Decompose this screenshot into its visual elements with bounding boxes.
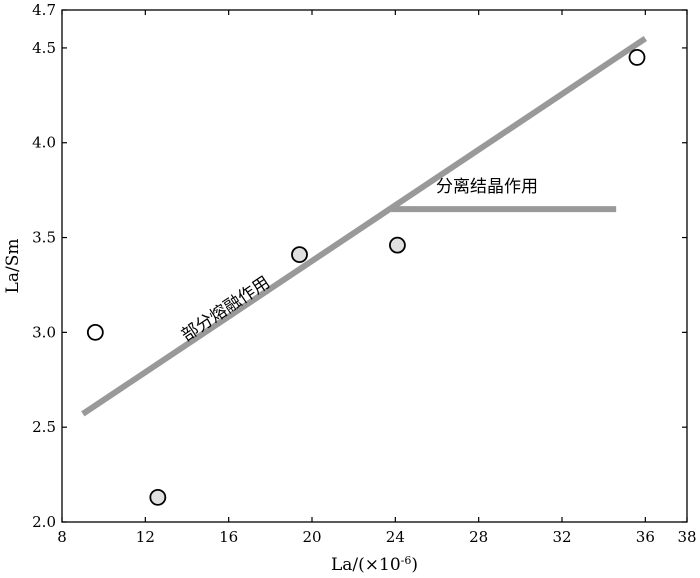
x-tick-label: 8	[57, 528, 67, 546]
data-point	[291, 246, 308, 264]
x-axis-title-exponent: -6	[401, 554, 412, 567]
data-point	[389, 236, 406, 254]
x-axis-title: La/(×10-6)	[331, 554, 418, 576]
plot-area	[61, 9, 688, 523]
y-axis-title: La/Sm	[3, 239, 23, 294]
data-point	[628, 49, 646, 66]
annotation-label-2: 分离结晶作用	[436, 177, 538, 197]
x-tick-label: 36	[636, 528, 655, 546]
tick-labels: 8 12 16 20 24 28 32 36 38 2.0 2.5 3.0 3.5 4.0 4.5 4.7	[32, 1, 696, 546]
y-tick-label: 3.0	[32, 323, 56, 341]
trend-line-1	[81, 35, 647, 417]
x-axis-title-close: )	[411, 555, 418, 575]
y-tick-label: 4.7	[32, 1, 56, 19]
x-tick-label: 16	[219, 528, 238, 546]
x-tick-label: 28	[469, 528, 488, 546]
annotations: 部分熔融作用 分离结晶作用	[178, 177, 538, 346]
x-tick-label: 12	[136, 528, 155, 546]
y-tick-label: 4.5	[32, 39, 56, 57]
data-point	[149, 488, 167, 506]
plot-frame	[61, 9, 688, 523]
data-point	[86, 323, 104, 341]
y-tick-label: 2.0	[32, 513, 56, 531]
x-tick-label: 38	[677, 528, 696, 546]
x-axis-title-base: La/(×10	[331, 555, 401, 575]
x-tick-label: 24	[386, 528, 405, 546]
y-tick-label: 4.0	[32, 134, 56, 152]
x-tick-label: 20	[302, 528, 321, 546]
x-tick-label: 32	[552, 528, 571, 546]
annotation-label-1: 部分熔融作用	[178, 273, 274, 346]
y-tick-label: 3.5	[32, 229, 56, 247]
y-tick-label: 2.5	[32, 418, 56, 436]
